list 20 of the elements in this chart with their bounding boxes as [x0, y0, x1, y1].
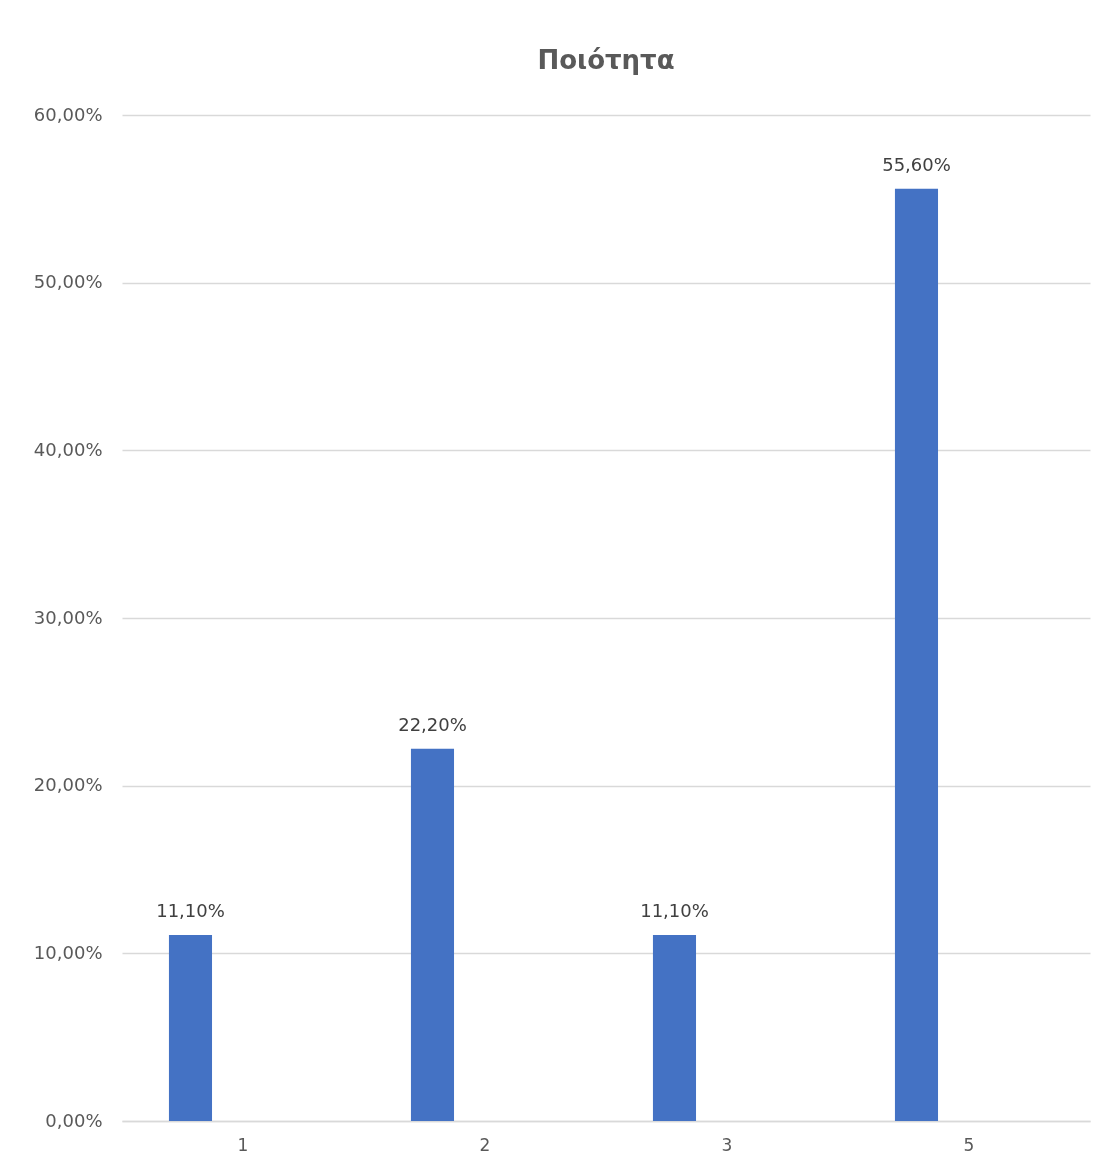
- y-tick-label: 30,00%: [33, 606, 103, 628]
- bar: [894, 188, 939, 1121]
- y-tick-label: 40,00%: [33, 438, 103, 460]
- y-tick-label: 0,00%: [45, 1109, 103, 1131]
- x-tick-label: 5: [963, 1134, 975, 1155]
- chart-title: Ποιότητα: [537, 45, 675, 75]
- y-tick-label: 50,00%: [33, 271, 103, 293]
- x-tick-label: 3: [721, 1134, 733, 1155]
- data-label: 11,10%: [156, 899, 225, 921]
- x-tick-label: 1: [237, 1134, 249, 1155]
- y-tick-label: 60,00%: [33, 103, 103, 125]
- bar: [652, 934, 697, 1121]
- y-tick-label: 20,00%: [33, 774, 103, 796]
- data-label: 22,20%: [398, 713, 467, 735]
- bar: [168, 934, 213, 1121]
- data-label: 11,10%: [640, 899, 709, 921]
- y-tick-label: 10,00%: [33, 941, 103, 963]
- bar: [410, 748, 455, 1121]
- x-tick-label: 2: [479, 1134, 491, 1155]
- data-label: 55,60%: [882, 153, 951, 175]
